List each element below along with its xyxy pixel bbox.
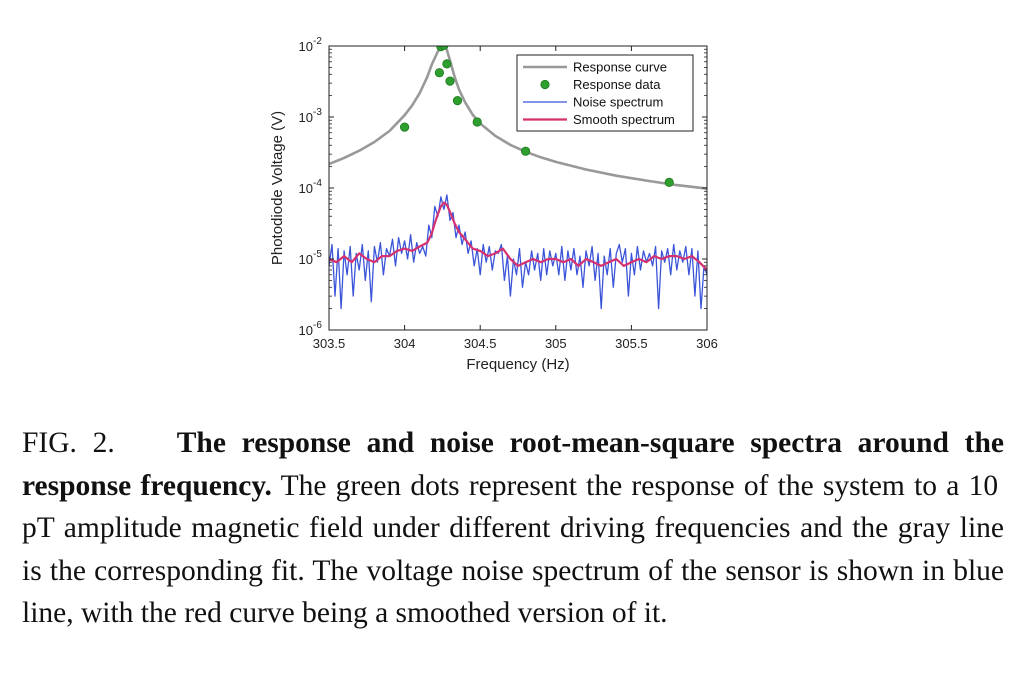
- x-tick-label: 306: [696, 336, 718, 351]
- response-data-point: [664, 177, 674, 187]
- axis-ticks: 303.5 304 304.5 305 305.5 30610-610-510-410-3…: [299, 36, 718, 351]
- y-tick-label: 10: [299, 323, 313, 338]
- y-tick-label: 10: [299, 181, 313, 196]
- y-tick-exponent: -2: [313, 36, 322, 47]
- y-tick-exponent: -6: [313, 320, 322, 331]
- legend: Response curve Response data Noise spectru…: [516, 54, 694, 132]
- smooth-spectrum-line: [329, 201, 707, 271]
- x-tick-label: 303.5: [313, 336, 346, 351]
- legend-label-smooth-spectrum: Smooth spectrum: [573, 112, 675, 127]
- y-tick-label: 10: [299, 110, 313, 125]
- caption-bold-title: The response and noise root-mean-square …: [22, 427, 1004, 502]
- response-data-point: [442, 59, 452, 69]
- figure-caption: FIG. 2. The response and noise root-mean-…: [22, 422, 1004, 635]
- caption-body: The green dots represent the response of…: [22, 469, 1005, 630]
- response-data-point: [472, 117, 482, 127]
- y-tick-exponent: -3: [313, 107, 322, 118]
- response-data-point: [399, 122, 410, 132]
- legend-label-response-data: Response data: [573, 77, 661, 92]
- response-data-point: [452, 96, 463, 106]
- response-data-point: [445, 76, 455, 86]
- response-data-point: [520, 146, 531, 156]
- response-noise-figure: 303.5 304 304.5 305 305.5 30610-610-510-410-3…: [269, 36, 718, 373]
- caption-label: FIG. 2.: [22, 427, 115, 459]
- response-curve-line: [329, 46, 707, 190]
- y-tick-label: 10: [299, 252, 313, 267]
- x-axis-title: Frequency (Hz): [466, 356, 569, 373]
- x-tick-label: 305: [545, 336, 567, 351]
- y-tick-label: 10: [299, 39, 313, 54]
- legend-swatch-response-data: [540, 79, 550, 90]
- legend-label-noise-spectrum: Noise spectrum: [573, 95, 663, 110]
- y-tick-exponent: -4: [313, 178, 322, 189]
- y-tick-exponent: -5: [313, 249, 322, 260]
- x-tick-label: 304.5: [464, 336, 497, 351]
- plot-series: [329, 46, 707, 310]
- response-data-point: [439, 46, 449, 50]
- x-tick-label: 305.5: [615, 336, 648, 351]
- legend-label-response-curve: Response curve: [573, 60, 667, 75]
- noise-spectrum-line: [329, 194, 707, 310]
- x-tick-label: 304: [394, 336, 416, 351]
- response-data-point: [434, 68, 444, 78]
- y-axis-title: Photodiode Voltage (V): [269, 111, 286, 265]
